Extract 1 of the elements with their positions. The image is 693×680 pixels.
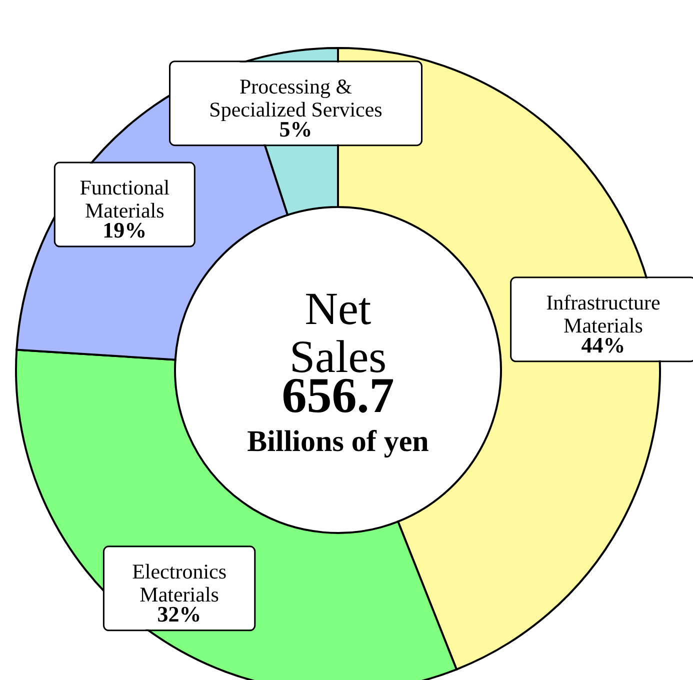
text: Billions of yen xyxy=(247,425,430,458)
